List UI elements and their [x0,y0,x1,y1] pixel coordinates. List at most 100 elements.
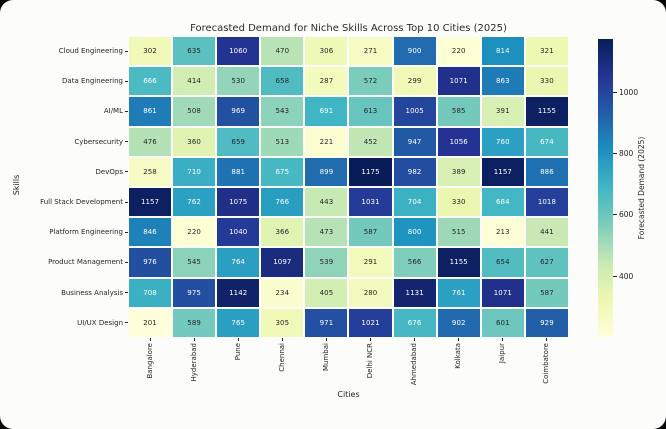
heatmap-cell: 572 [349,67,392,96]
heatmap-cell: 441 [525,218,568,247]
heatmap-cell: 1131 [393,278,436,307]
heatmap-cell: 881 [217,157,260,186]
heatmap-cell: 258 [129,157,172,186]
heatmap-cell: 476 [129,127,172,156]
x-tick-mark [281,337,283,341]
heatmap-cell: 587 [525,278,568,307]
heatmap-cell: 1075 [217,188,260,217]
heatmap-cell: 306 [305,37,348,66]
heatmap-cell: 846 [129,218,172,247]
y-axis-title: Skills [12,174,21,196]
heatmap-cell: 691 [305,97,348,126]
chart-title: Forecasted Demand for Niche Skills Acros… [190,23,507,34]
x-tick-mark [149,337,151,341]
colorbar-tick-label: 600 [619,210,634,220]
heatmap-cell: 305 [261,308,304,337]
colorbar-gradient [598,39,613,337]
x-tick-label: Ahmedabad [410,343,419,386]
x-tick-mark [414,337,416,341]
heatmap-cell: 414 [173,67,216,96]
x-tick-label: Mumbai [321,343,330,371]
y-tick-mark [124,171,128,173]
heatmap-cell: 1157 [129,188,172,217]
x-tick-mark [325,337,327,341]
heatmap-cell: 613 [349,97,392,126]
heatmap-cell: 800 [393,218,436,247]
heatmap-cell: 762 [173,188,216,217]
y-tick-mark [124,141,128,143]
x-tick-mark [458,337,460,341]
heatmap-cell: 220 [173,218,216,247]
x-tick-label: Kolkata [454,343,463,369]
heatmap-cell: 287 [305,67,348,96]
heatmap-cell: 213 [481,218,524,247]
heatmap-cell: 530 [217,67,260,96]
heatmap-cell: 1018 [525,188,568,217]
heatmap-cell: 969 [217,97,260,126]
heatmap-cell: 971 [305,308,348,337]
heatmap-cell: 659 [217,127,260,156]
heatmap-cell: 1021 [349,308,392,337]
heatmap-cell: 539 [305,248,348,277]
heatmap-cell: 1097 [261,248,304,277]
heatmap-cell: 470 [261,37,304,66]
heatmap-cell: 761 [437,278,480,307]
heatmap-cell: 627 [525,248,568,277]
heatmap-cell: 899 [305,157,348,186]
x-tick-mark [546,337,548,341]
colorbar-tick-mark [613,275,617,277]
heatmap-cell: 976 [129,248,172,277]
y-tick-mark [124,231,128,233]
y-tick-mark [124,50,128,52]
y-tick-mark [124,262,128,263]
colorbar-tick-mark [613,92,617,94]
heatmap-cell: 366 [261,218,304,247]
heatmap-cell: 330 [437,188,480,217]
heatmap-cell: 1071 [481,278,524,307]
y-tick-label: AI/ML [103,107,123,116]
heatmap-cell: 675 [261,157,304,186]
x-tick-label: Bangalore [145,343,154,379]
y-tick-label: Platform Engineering [49,228,123,237]
x-tick-label: Jaipur [498,343,507,364]
heatmap-cell: 1175 [349,157,392,186]
y-tick-label: Business Analysis [61,288,123,297]
heatmap-cell: 360 [173,127,216,156]
colorbar-tick-label: 400 [619,271,634,281]
heatmap-cell: 299 [393,67,436,96]
heatmap-cell: 543 [261,97,304,126]
heatmap-cell: 674 [525,127,568,156]
heatmap-cell: 201 [129,308,172,337]
x-tick-label: Coimbatore [542,343,551,384]
x-tick-mark [237,337,239,341]
x-tick-mark [193,337,195,341]
heatmap-cell: 473 [305,218,348,247]
heatmap-cell: 710 [173,157,216,186]
heatmap-cell: 861 [129,97,172,126]
y-tick-label: UI/UX Design [77,318,123,327]
heatmap-cell: 566 [393,248,436,277]
heatmap-cell: 635 [173,37,216,66]
heatmap-cell: 863 [481,67,524,96]
heatmap-cell: 902 [437,308,480,337]
heatmap-cell: 658 [261,67,304,96]
x-axis-title: Cities [337,390,360,399]
heatmap-cell: 391 [481,97,524,126]
heatmap-cell: 1031 [349,188,392,217]
heatmap-cell: 654 [481,248,524,277]
heatmap-cell: 1071 [437,67,480,96]
heatmap-cell: 302 [129,37,172,66]
x-tick-label: Hyderabad [189,343,198,382]
heatmap-cell: 704 [393,188,436,217]
heatmap-cell: 760 [481,127,524,156]
heatmap-cell: 1155 [525,97,568,126]
heatmap-cell: 601 [481,308,524,337]
y-tick-mark [124,111,128,112]
heatmap-cell: 405 [305,278,348,307]
heatmap-cell: 589 [173,308,216,337]
heatmap-cell: 1060 [217,37,260,66]
heatmap-cell: 1142 [217,278,260,307]
heatmap-cell: 900 [393,37,436,66]
